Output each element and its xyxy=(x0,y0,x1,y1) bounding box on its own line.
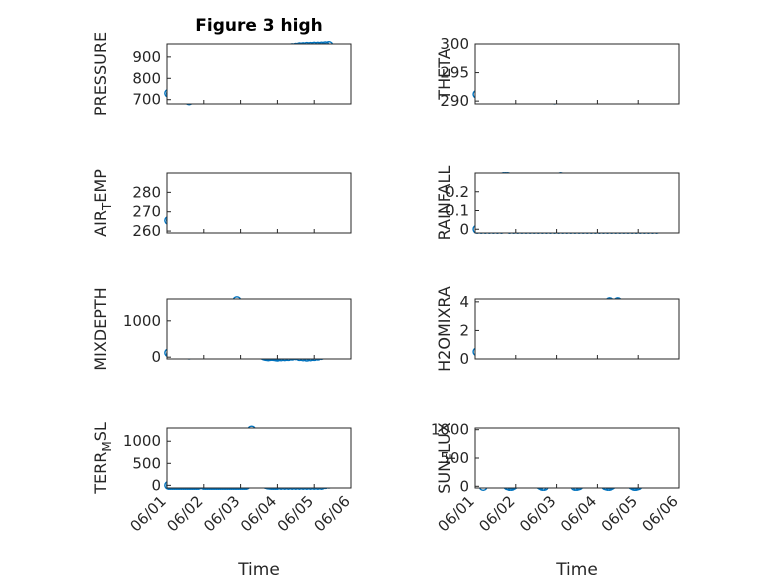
y-tick-label: 300 xyxy=(440,35,469,53)
y-tick-label: 0 xyxy=(459,350,469,368)
x-tick-label: 06/01 xyxy=(127,492,170,535)
x-tick-label: 06/05 xyxy=(598,492,641,535)
x-tick-label: 06/06 xyxy=(639,492,682,535)
y-tick-label: 1000 xyxy=(431,421,469,439)
y-tick-label: 0.2 xyxy=(445,183,469,201)
y-tick-label: 0 xyxy=(151,476,161,494)
x-tick-label: 06/03 xyxy=(516,492,559,535)
y-tick-label: 800 xyxy=(132,69,161,87)
x-tick-label: 06/02 xyxy=(475,492,518,535)
y-tick-label: 1000 xyxy=(123,312,161,330)
y-tick-label: 0 xyxy=(459,477,469,495)
y-axis-label: RAINFALL xyxy=(435,166,454,241)
chart-title: Figure 3 high xyxy=(195,16,323,36)
y-axis-label: H2OMIXRA xyxy=(435,286,454,372)
y-tick-label: 0.1 xyxy=(445,202,469,220)
y-axis-label: MIXDEPTH xyxy=(91,287,110,370)
y-tick-label: 0 xyxy=(459,220,469,238)
y-tick-label: 1000 xyxy=(123,432,161,450)
y-axis-label: AIRTEMP xyxy=(91,169,114,237)
subplot-mixdepth: 0 1000 MIXDEPTH xyxy=(91,287,352,371)
x-axis-label: Time xyxy=(237,560,280,580)
y-tick-label: 290 xyxy=(440,92,469,110)
axes-frame xyxy=(474,43,680,105)
x-tick-label: 06/05 xyxy=(274,492,317,535)
y-tick-label: 2 xyxy=(459,321,469,339)
axes-frame xyxy=(474,172,680,234)
x-axis-label: Time xyxy=(555,560,598,580)
y-tick-label: 500 xyxy=(440,449,469,467)
subplot-h2omixra: 0 2 4 H2OMIXRA xyxy=(435,286,680,372)
y-tick-label: 295 xyxy=(440,64,469,82)
y-axis-label: TERRMSL xyxy=(91,422,114,495)
axes-frame xyxy=(166,298,352,360)
y-tick-label: 900 xyxy=(132,48,161,66)
axes-frame xyxy=(474,298,680,360)
axes-frame xyxy=(166,427,352,489)
y-axis-label: PRESSURE xyxy=(91,32,110,116)
x-tick-label: 06/02 xyxy=(163,492,206,535)
x-tick-label: 06/01 xyxy=(435,492,478,535)
y-tick-label: 700 xyxy=(132,91,161,109)
x-tick-label: 06/04 xyxy=(237,492,280,535)
y-axis-label: THETA xyxy=(435,48,454,100)
axes-frame xyxy=(166,172,352,234)
y-tick-label: 0 xyxy=(151,348,161,366)
y-tick-label: 4 xyxy=(459,293,469,311)
x-tick-label: 06/03 xyxy=(200,492,243,535)
y-tick-label: 270 xyxy=(132,203,161,221)
y-tick-label: 260 xyxy=(132,222,161,240)
axes-frame xyxy=(474,427,680,489)
y-axis-label: SUNFLUX xyxy=(435,422,458,494)
axes-frame xyxy=(166,43,352,105)
y-tick-label: 500 xyxy=(132,454,161,472)
y-tick-label: 280 xyxy=(132,183,161,201)
x-tick-label: 06/04 xyxy=(557,492,600,535)
subplot-pressure: 700 800 900 PRESSURE Figure 3 high xyxy=(91,16,352,116)
x-tick-label: 06/06 xyxy=(311,492,354,535)
